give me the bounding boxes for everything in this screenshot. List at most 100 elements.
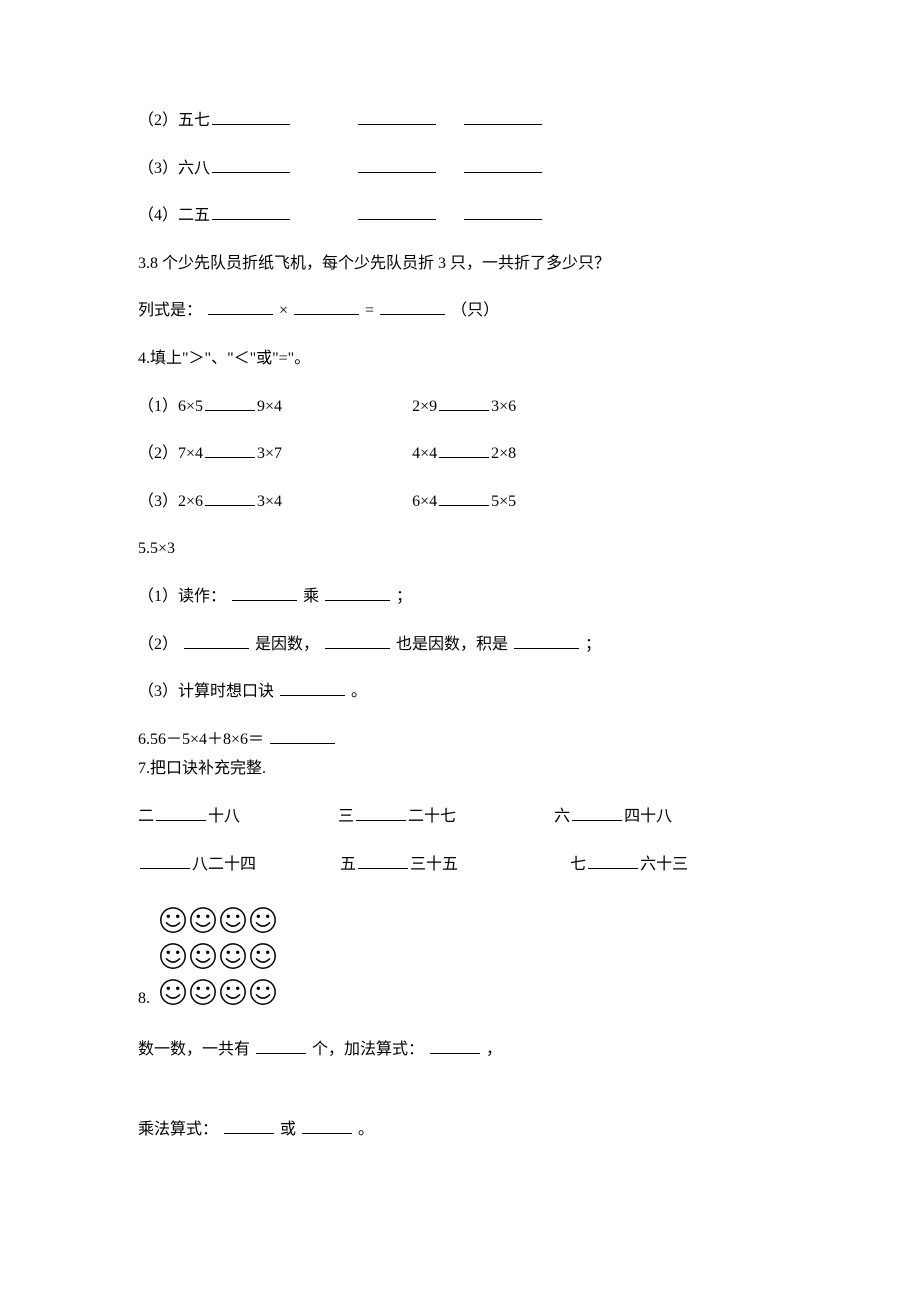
q4-left-a: （1）6×5 [138, 398, 203, 415]
fill-blank[interactable] [270, 728, 335, 744]
smiley-icon [158, 977, 188, 1007]
fill-blank[interactable] [464, 204, 542, 220]
fill-blank[interactable] [205, 490, 255, 506]
fill-blank[interactable] [572, 805, 622, 821]
fill-blank[interactable] [358, 853, 408, 869]
q7-r2c1b: 八二十四 [192, 856, 256, 873]
smiley-icon [158, 941, 188, 971]
q2-sub3-label: （3）六八 [138, 160, 210, 177]
fill-blank[interactable] [325, 633, 390, 649]
q4-row: （2）7×43×74×42×8 [138, 441, 798, 467]
q4-right-b: 5×5 [491, 493, 516, 510]
fill-blank[interactable] [302, 1118, 352, 1134]
fill-blank[interactable] [356, 805, 406, 821]
times-symbol: × [279, 302, 288, 319]
fill-blank[interactable] [205, 395, 255, 411]
q7-r2c2b: 三十五 [410, 856, 458, 873]
fill-blank[interactable] [140, 853, 190, 869]
q8-l2b: 或 [280, 1121, 296, 1138]
q5-p2: （2） 是因数， 也是因数，积是 ； [138, 632, 798, 658]
smiley-row [158, 977, 278, 1007]
fill-blank[interactable] [256, 1038, 306, 1054]
q4-left-b: 3×7 [257, 445, 282, 462]
q7-r1c1a: 二 [138, 808, 154, 825]
q5-p1-c: ； [396, 588, 412, 605]
fill-blank[interactable] [212, 109, 290, 125]
q5-p3: （3）计算时想口诀 。 [138, 679, 798, 705]
smiley-icon [218, 977, 248, 1007]
q8-label: 8. [138, 986, 154, 1016]
q2-sub3: （3）六八 [138, 156, 798, 182]
q7-r2c3a: 七 [570, 856, 586, 873]
q6-text: 6.56－5×4＋8×6＝ [138, 731, 264, 748]
q4-right-b: 2×8 [491, 445, 516, 462]
q7-r2c3b: 六十三 [640, 856, 688, 873]
q2-sub4-label: （4）二五 [138, 207, 210, 224]
q5-p1: （1）读作： 乘 ； [138, 584, 798, 610]
fill-blank[interactable] [156, 805, 206, 821]
fill-blank[interactable] [430, 1038, 480, 1054]
fill-blank[interactable] [232, 585, 297, 601]
q2-sub2-label: （2）五七 [138, 112, 210, 129]
q3-equation: 列式是： × = （只） [138, 298, 798, 324]
smiley-icon [248, 977, 278, 1007]
fill-blank[interactable] [184, 633, 249, 649]
q5-p1-a: （1）读作： [138, 588, 226, 605]
fill-blank[interactable] [439, 442, 489, 458]
q4-row: （1）6×59×42×93×6 [138, 394, 798, 420]
q7-r2c2a: 五 [340, 856, 356, 873]
q4-right-b: 3×6 [491, 398, 516, 415]
fill-blank[interactable] [325, 585, 390, 601]
q4-right-a: 6×4 [412, 493, 437, 510]
smiley-icon [248, 941, 278, 971]
smiley-icon [188, 905, 218, 935]
fill-blank[interactable] [358, 157, 436, 173]
fill-blank[interactable] [464, 157, 542, 173]
q8-line2: 乘法算式： 或 。 [138, 1117, 798, 1143]
fill-blank[interactable] [464, 109, 542, 125]
fill-blank[interactable] [212, 157, 290, 173]
q4-right-a: 2×9 [412, 398, 437, 415]
q3-eq-prefix: 列式是： [138, 302, 202, 319]
fill-blank[interactable] [208, 299, 273, 315]
fill-blank[interactable] [588, 853, 638, 869]
fill-blank[interactable] [358, 204, 436, 220]
q4-left-a: （3）2×6 [138, 493, 203, 510]
q7-r1c2b: 二十七 [408, 808, 456, 825]
smiley-grid [158, 905, 278, 1013]
q8-l1c: ， [486, 1041, 502, 1058]
fill-blank[interactable] [439, 490, 489, 506]
fill-blank[interactable] [380, 299, 445, 315]
smiley-icon [218, 905, 248, 935]
fill-blank[interactable] [358, 109, 436, 125]
fill-blank[interactable] [280, 680, 345, 696]
q4-title: 4.填上"＞"、"＜"或"="。 [138, 346, 798, 372]
q8-l1b: 个，加法算式： [312, 1041, 424, 1058]
q8-l1a: 数一数，一共有 [138, 1041, 250, 1058]
q4-row: （3）2×63×46×45×5 [138, 489, 798, 515]
q7-r1c3a: 六 [554, 808, 570, 825]
smiley-icon [248, 905, 278, 935]
fill-blank[interactable] [205, 442, 255, 458]
fill-blank[interactable] [439, 395, 489, 411]
smiley-icon [218, 941, 248, 971]
q7-row1: 二十八 三二十七 六四十八 [138, 804, 798, 830]
q3-text: 3.8 个少先队员折纸飞机，每个少先队员折 3 只，一共折了多少只？ [138, 251, 798, 277]
equals-symbol: = [365, 302, 374, 319]
q7-row2: 八二十四 五 三十五 七 六十三 [138, 852, 798, 878]
q2-sub4: （4）二五 [138, 203, 798, 229]
smiley-icon [188, 941, 218, 971]
q4-left-a: （2）7×4 [138, 445, 203, 462]
q5-p2-b: 是因数， [255, 636, 319, 653]
q7-r1c3b: 四十八 [624, 808, 672, 825]
worksheet-page: （2）五七 （3）六八 （4）二五 3.8 个少先队员折纸飞机，每个少先队员折 … [138, 108, 798, 1164]
q5-p3-b: 。 [351, 683, 367, 700]
q7-title: 7.把口诀补充完整. [138, 756, 798, 782]
fill-blank[interactable] [294, 299, 359, 315]
q2-sub2: （2）五七 [138, 108, 798, 134]
fill-blank[interactable] [212, 204, 290, 220]
fill-blank[interactable] [224, 1118, 274, 1134]
q8-line1: 数一数，一共有 个，加法算式： ， [138, 1037, 798, 1063]
smiley-icon [158, 905, 188, 935]
fill-blank[interactable] [514, 633, 579, 649]
